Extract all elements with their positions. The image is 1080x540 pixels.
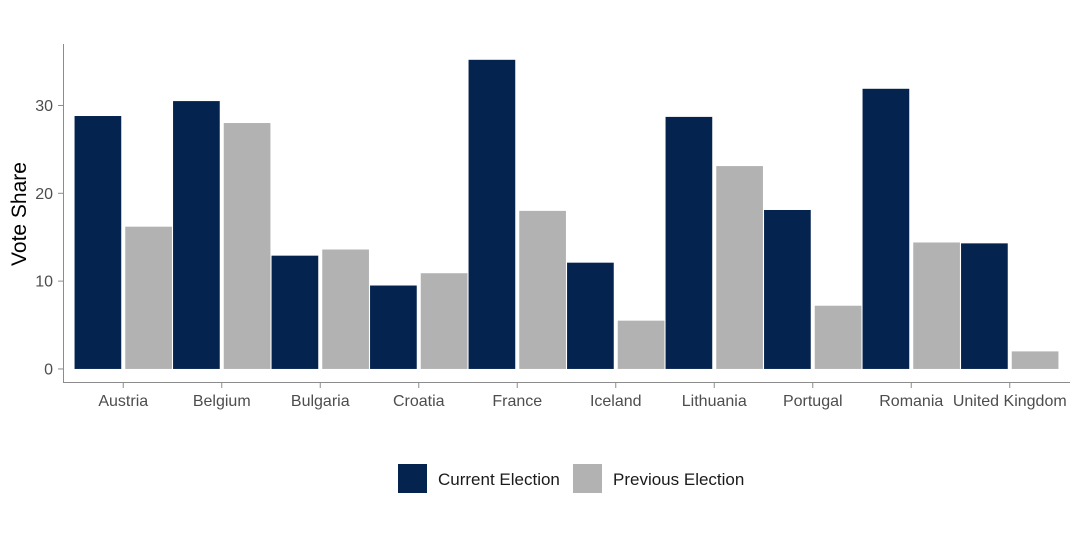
y-tick-label: 10 (35, 274, 53, 291)
legend: Current Election Previous Election (398, 464, 744, 493)
x-tick-label: Iceland (590, 393, 642, 410)
x-axis-ticks: Austria Belgium Bulgaria Croatia France Icela… (98, 383, 1067, 410)
bar-belgium-previous-election (223, 123, 271, 369)
bars-layer (74, 59, 1059, 369)
bar-france-current-election (468, 59, 516, 369)
bar-croatia-current-election (370, 285, 417, 369)
legend-swatch (573, 464, 602, 493)
x-tick-label: France (492, 393, 542, 410)
bar-romania-current-election (862, 88, 910, 369)
bar-romania-previous-election (913, 242, 960, 369)
bar-belgium-current-election (173, 101, 220, 369)
x-tick-label: Austria (98, 393, 148, 410)
bar-united-kingdom-previous-election (1011, 351, 1059, 369)
bar-france-previous-election (519, 210, 566, 369)
bar-croatia-previous-election (420, 273, 468, 369)
bar-united-kingdom-current-election (961, 243, 1008, 369)
x-tick-label: Croatia (393, 393, 445, 410)
bar-lithuania-current-election (665, 116, 713, 369)
x-tick-label: United Kingdom (953, 393, 1067, 410)
bar-portugal-current-election (764, 209, 811, 369)
x-tick-label: Lithuania (682, 393, 747, 410)
bar-iceland-current-election (567, 262, 614, 369)
y-axis-title: Vote Share (8, 162, 31, 266)
bar-austria-current-election (74, 116, 122, 369)
legend-label: Previous Election (613, 470, 744, 489)
legend-label: Current Election (438, 470, 560, 489)
bar-portugal-previous-election (814, 305, 862, 369)
x-tick-label: Bulgaria (291, 393, 350, 410)
bar-lithuania-previous-election (716, 166, 763, 369)
y-tick-label: 20 (35, 186, 53, 203)
y-tick-label: 0 (44, 361, 53, 378)
bar-bulgaria-current-election (271, 255, 319, 369)
y-tick-label: 30 (35, 98, 53, 115)
bar-austria-previous-election (125, 226, 172, 369)
y-axis-ticks: 0 10 20 30 (35, 98, 63, 378)
legend-swatch (398, 464, 427, 493)
bar-bulgaria-previous-election (322, 249, 369, 369)
x-tick-label: Portugal (783, 393, 843, 410)
x-tick-label: Romania (879, 393, 943, 410)
bar-iceland-previous-election (617, 320, 665, 369)
x-tick-label: Belgium (193, 393, 251, 410)
